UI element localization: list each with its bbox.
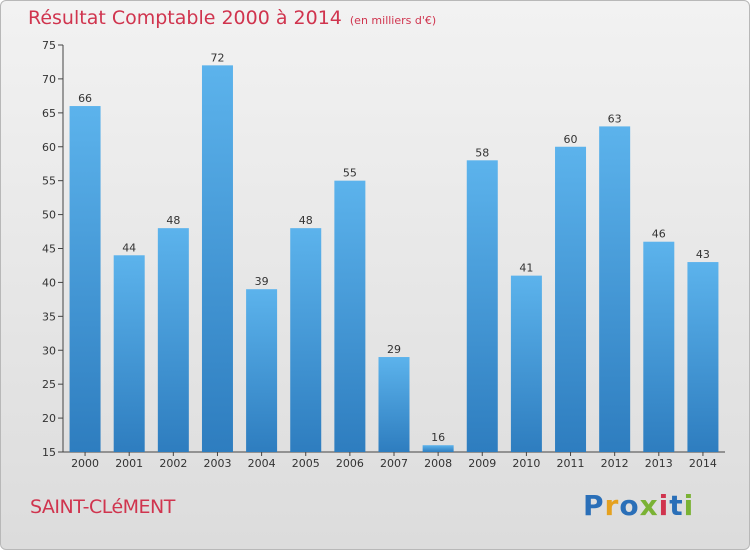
x-tick-label-2007: 2007	[380, 457, 408, 470]
x-tick-label-2008: 2008	[424, 457, 452, 470]
data-label-2012: 63	[608, 112, 622, 125]
y-tick-label: 40	[42, 276, 56, 289]
chart-subtitle: (en milliers d'€)	[349, 14, 437, 27]
data-label-2006: 55	[343, 167, 357, 180]
y-tick-label: 65	[42, 107, 56, 120]
data-label-2010: 41	[519, 262, 533, 275]
y-tick-label: 35	[42, 310, 56, 323]
bar-2011	[555, 146, 587, 452]
bar-2014	[687, 262, 719, 452]
bar-2002	[157, 228, 189, 452]
y-tick-label: 15	[42, 446, 56, 459]
data-label-2008: 16	[431, 431, 445, 444]
x-tick-label-2003: 2003	[203, 457, 231, 470]
data-label-2007: 29	[387, 343, 401, 356]
logo-letter: x	[639, 489, 659, 522]
y-tick-label: 70	[42, 73, 56, 86]
city-name: SAINT-CLéMENT	[30, 496, 175, 518]
data-label-2003: 72	[210, 51, 224, 64]
data-label-2001: 44	[122, 241, 136, 254]
logo-letter: r	[604, 489, 620, 522]
x-tick-label-2011: 2011	[557, 457, 585, 470]
bar-2004	[246, 289, 278, 452]
bar-2006	[334, 180, 366, 452]
x-tick-label-2009: 2009	[468, 457, 496, 470]
chart-bars	[69, 65, 719, 453]
logo-letter: i	[683, 489, 695, 522]
x-tick-label-2002: 2002	[159, 457, 187, 470]
bar-2010	[510, 275, 542, 452]
bar-2013	[643, 241, 675, 452]
data-label-2002: 48	[166, 214, 180, 227]
x-tick-label-2010: 2010	[512, 457, 540, 470]
data-label-2004: 39	[255, 275, 269, 288]
logo-letter: t	[669, 489, 684, 522]
x-tick-label-2004: 2004	[248, 457, 276, 470]
x-tick-label-2013: 2013	[645, 457, 673, 470]
y-tick-label: 25	[42, 378, 56, 391]
bar-2001	[113, 255, 145, 452]
proxiti-logo: Proxiti	[583, 489, 694, 522]
bar-2003	[201, 65, 233, 452]
bar-2000	[69, 106, 101, 453]
y-tick-label: 50	[42, 209, 56, 222]
x-tick-label-2012: 2012	[601, 457, 629, 470]
data-label-2005: 48	[299, 214, 313, 227]
y-tick-label: 60	[42, 141, 56, 154]
chart-title-text: Résultat Comptable 2000 à 2014	[28, 7, 342, 29]
x-tick-label-2014: 2014	[689, 457, 717, 470]
data-label-2000: 66	[78, 92, 92, 105]
x-tick-label-2001: 2001	[115, 457, 143, 470]
logo-letter: o	[619, 489, 640, 522]
y-tick-label: 30	[42, 344, 56, 357]
y-tick-label: 75	[42, 39, 56, 52]
data-label-2009: 58	[475, 146, 489, 159]
bar-2012	[599, 126, 631, 453]
chart-labels: 66 44 48 72 39 48 55 29 16 58 41 60 63 46 43	[78, 51, 710, 444]
y-tick-label: 20	[42, 412, 56, 425]
x-tick-label-2005: 2005	[292, 457, 320, 470]
x-tick-label-2000: 2000	[71, 457, 99, 470]
y-tick-label: 55	[42, 175, 56, 188]
bar-2005	[290, 228, 322, 452]
data-label-2011: 60	[564, 133, 578, 146]
data-label-2014: 43	[696, 248, 710, 261]
bar-2008	[422, 445, 454, 452]
data-label-2013: 46	[652, 228, 666, 241]
logo-letter: P	[583, 489, 605, 522]
bar-2007	[378, 357, 410, 452]
logo-letter: i	[658, 489, 670, 522]
x-tick-label-2006: 2006	[336, 457, 364, 470]
y-tick-label: 45	[42, 243, 56, 256]
chart-title: Résultat Comptable 2000 à 2014 (en millie…	[28, 7, 436, 29]
bar-2009	[466, 160, 498, 453]
